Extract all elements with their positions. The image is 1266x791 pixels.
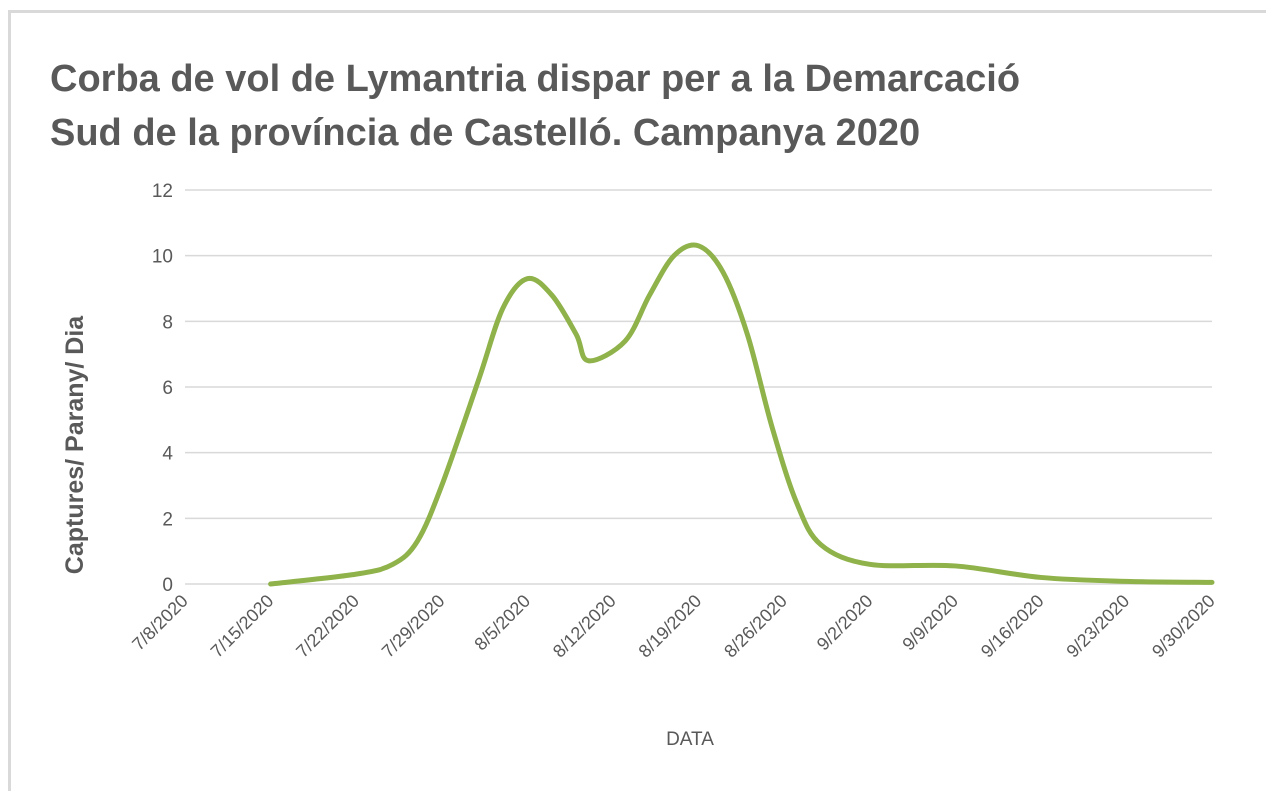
y-tick-label: 10 bbox=[152, 247, 173, 268]
x-tick-label: 7/29/2020 bbox=[378, 591, 449, 662]
y-tick-label: 2 bbox=[162, 509, 173, 530]
data-line bbox=[268, 242, 1215, 587]
x-tick-label: 7/8/2020 bbox=[128, 591, 192, 655]
x-tick-label: 9/9/2020 bbox=[898, 591, 962, 655]
x-tick-label: 9/23/2020 bbox=[1062, 591, 1133, 662]
x-tick-label: 8/19/2020 bbox=[635, 591, 706, 662]
x-tick-label: 9/16/2020 bbox=[977, 591, 1048, 662]
y-tick-label: 8 bbox=[162, 312, 173, 333]
x-tick-label: 7/15/2020 bbox=[207, 591, 278, 662]
x-tick-label: 8/26/2020 bbox=[720, 591, 791, 662]
y-axis-title: Captures/ Parany/ Dia bbox=[61, 315, 89, 575]
x-tick-label: 9/30/2020 bbox=[1148, 591, 1219, 662]
chart-title: Corba de vol de Lymantria dispar per a l… bbox=[50, 58, 1021, 154]
x-tick-label: 9/2/2020 bbox=[813, 591, 877, 655]
y-tick-label: 6 bbox=[162, 378, 173, 399]
x-axis-title: DATA bbox=[666, 729, 714, 750]
x-tick-label: 8/12/2020 bbox=[549, 591, 620, 662]
x-tick-label: 8/5/2020 bbox=[470, 591, 534, 655]
y-tick-label: 12 bbox=[152, 181, 173, 202]
y-tick-label: 0 bbox=[162, 575, 173, 596]
y-tick-label: 4 bbox=[162, 444, 173, 465]
frame bbox=[8, 10, 1266, 791]
x-tick-label: 7/22/2020 bbox=[292, 591, 363, 662]
